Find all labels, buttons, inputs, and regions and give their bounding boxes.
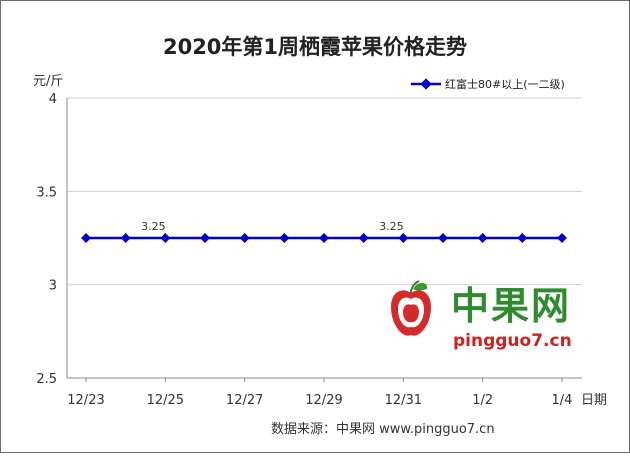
data-point	[279, 233, 290, 243]
x-tick-label: 12/27	[226, 393, 263, 408]
data-point	[398, 233, 409, 243]
y-axis-label: 元/斤	[33, 74, 63, 89]
x-tick-label: 1/2	[472, 393, 493, 408]
data-point	[81, 233, 91, 243]
data-point	[160, 233, 171, 243]
watermark-brand: 中果网	[451, 284, 571, 328]
grid-lines	[67, 97, 582, 286]
watermark: 中果网 pingguo7.cn	[391, 280, 572, 351]
x-tick-label: 12/29	[305, 393, 342, 408]
source-text: 数据来源：中果网 www.pingguo7.cn	[271, 422, 495, 437]
data-point	[358, 233, 369, 243]
data-point	[120, 233, 131, 243]
watermark-url: pingguo7.cn	[453, 331, 572, 351]
y-tick-label: 3	[49, 279, 57, 294]
y-tick-label: 3.5	[36, 185, 57, 200]
data-point	[477, 233, 488, 243]
y-tick-labels: 2.5 3 3.5 4	[36, 92, 57, 387]
legend: 红富士80#以上(一二级)	[411, 77, 565, 91]
data-label: 3.25	[379, 220, 404, 233]
data-points	[81, 233, 567, 243]
data-labels: 3.25 3.25	[141, 220, 404, 233]
data-point	[200, 233, 210, 243]
x-axis-label: 日期	[581, 393, 607, 408]
data-label: 3.25	[141, 220, 166, 233]
legend-marker	[420, 78, 432, 90]
x-tick-label: 12/23	[67, 393, 104, 408]
y-tick-label: 2.5	[36, 372, 57, 387]
legend-label: 红富士80#以上(一二级)	[445, 77, 565, 91]
data-point	[557, 233, 567, 243]
data-point	[438, 233, 448, 243]
apple-logo-icon	[391, 280, 431, 336]
data-point	[239, 233, 250, 243]
x-tick-label: 12/31	[385, 393, 422, 408]
data-point	[517, 233, 528, 243]
x-tick-label: 1/4	[552, 393, 573, 408]
chart-title: 2020年第1周栖霞苹果价格走势	[163, 35, 467, 59]
x-tick-label: 12/25	[147, 393, 184, 408]
y-tick-label: 4	[49, 92, 57, 107]
data-point	[319, 233, 329, 243]
x-tick-labels: 12/23 12/25 12/27 12/29 12/31 1/2 1/4	[67, 378, 572, 408]
